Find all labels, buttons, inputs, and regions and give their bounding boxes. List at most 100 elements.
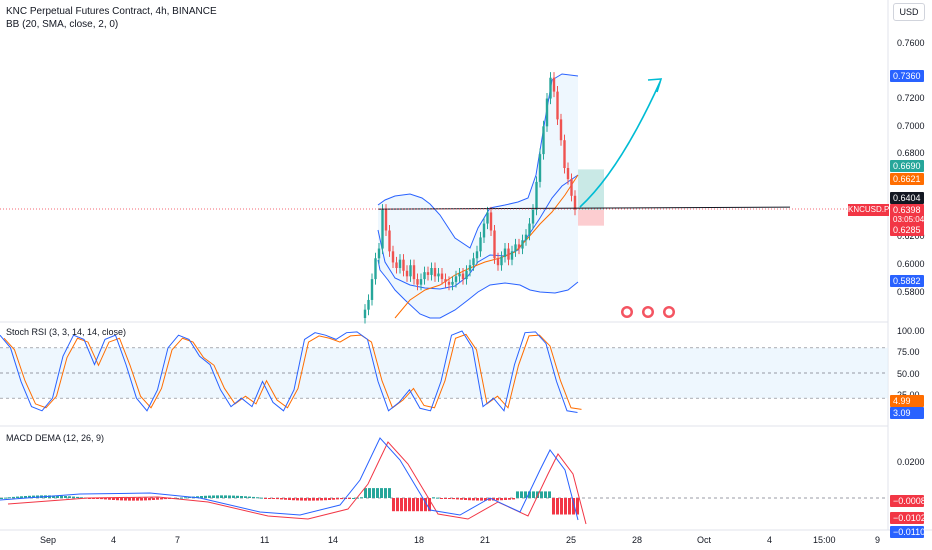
macd-histogram-bar (116, 498, 119, 501)
price-tag-bb-lower: 0.5882 (890, 275, 924, 287)
rsi-tick: 75.00 (897, 347, 920, 357)
macd-histogram-bar (520, 491, 523, 498)
candle-body (524, 234, 528, 241)
macd-histogram-bar (124, 498, 127, 501)
macd-histogram-bar (328, 498, 331, 500)
candle-body (465, 270, 468, 280)
candle-body (559, 119, 563, 141)
macd-histogram-bar (416, 498, 419, 512)
macd-histogram-bar (392, 498, 395, 512)
candle-body (570, 179, 573, 196)
candle-body (381, 209, 384, 249)
macd-histogram-bar (76, 496, 79, 498)
price-tag-stop: 0.6285 (890, 224, 924, 236)
macd-histogram-bar (484, 498, 487, 501)
macd-histogram-bar (20, 496, 23, 498)
price-tag-level: 0.6404 (890, 192, 924, 204)
candle-body (507, 248, 510, 260)
macd-histogram-bar (216, 495, 219, 498)
macd-histogram-bar (28, 495, 31, 498)
candle-body (563, 140, 566, 168)
macd-histogram-bar (228, 495, 231, 498)
macd-histogram-bar (496, 498, 499, 501)
macd-tick: 0.0200 (897, 457, 925, 467)
price-tag-target: 0.6690 (890, 160, 924, 172)
stoch-rsi-label[interactable]: Stoch RSI (3, 3, 14, 14, close) (6, 327, 127, 337)
candle-body (367, 299, 370, 310)
macd-histogram-bar (152, 498, 155, 500)
macd-histogram-bar (268, 498, 271, 499)
macd-histogram-bar (536, 491, 539, 498)
macd-histogram-bar (540, 491, 543, 498)
macd-histogram-bar (56, 495, 59, 498)
candle-body (395, 262, 398, 268)
candle-body (475, 251, 479, 259)
macd-histogram-bar (144, 498, 147, 501)
candle-body (398, 259, 402, 268)
candle-body (486, 212, 489, 224)
basis-line (394, 174, 579, 319)
candle-body (461, 273, 465, 280)
price-tick: 0.7600 (897, 38, 925, 48)
macd-histogram-bar (332, 498, 335, 500)
x-tick: 14 (328, 535, 339, 545)
horizontal-level-line (377, 206, 791, 210)
price-tick: 0.6200 (897, 231, 925, 241)
event-flag-inner (665, 308, 673, 316)
event-flag-inner (623, 308, 631, 316)
macd-histogram-bar (208, 495, 211, 498)
macd-histogram-bar (368, 488, 371, 498)
candle-body (440, 273, 444, 280)
price-tick: 0.6000 (897, 259, 925, 269)
macd-histogram-bar (380, 488, 383, 498)
candle-body (510, 251, 514, 260)
bb-indicator-label[interactable]: BB (20, SMA, close, 2, 0) (6, 19, 119, 30)
x-tick: 11 (260, 535, 270, 545)
macd-histogram-bar (476, 498, 479, 501)
projection-arrow (579, 81, 661, 208)
price-tag-bb-upper: 0.7360 (890, 70, 924, 82)
arrow-head (647, 78, 663, 93)
macd-histogram-bar (128, 498, 131, 501)
currency-button[interactable]: USD (893, 3, 925, 21)
bb-lower-line (377, 259, 579, 319)
macd-histogram-bar (92, 498, 95, 499)
macd-histogram-bar (12, 496, 15, 498)
candle-body (535, 181, 538, 210)
x-tick: Oct (697, 535, 712, 545)
macd-histogram-bar (148, 498, 151, 501)
macd-histogram-bar (516, 491, 519, 498)
price-tick: 0.5800 (897, 287, 925, 297)
macd-histogram-bar (324, 498, 327, 501)
macd-histogram-bar (8, 497, 11, 499)
candle-body (493, 230, 496, 259)
macd-histogram-bar (52, 495, 55, 498)
macd-histogram-bar (104, 498, 107, 500)
x-tick: 9 (875, 535, 881, 545)
macd-histogram-bar (248, 496, 251, 498)
candle-body (545, 98, 549, 127)
candle-body (514, 244, 517, 252)
x-tick: Sep (40, 535, 57, 545)
macd-histogram-bar (340, 498, 343, 500)
macd-line (0, 437, 579, 521)
macd-label[interactable]: MACD DEMA (12, 26, 9) (6, 433, 105, 443)
candle-body (423, 272, 426, 280)
macd-histogram-bar (488, 498, 491, 501)
candle-body (538, 154, 542, 182)
macd-histogram-bar (4, 497, 7, 499)
candle-body (426, 272, 430, 275)
macd-histogram-bar (432, 497, 435, 499)
macd-histogram-bar (260, 497, 263, 499)
macd-histogram-bar (288, 498, 291, 501)
macd-histogram-bar (160, 498, 163, 500)
macd-histogram-bar (404, 498, 407, 512)
macd-histogram-bar (296, 498, 299, 501)
macd-histogram-bar (132, 498, 135, 501)
chart-title: KNC Perpetual Futures Contract, 4h, BINA… (6, 6, 217, 17)
candle-body (503, 248, 507, 257)
candle-body (489, 212, 493, 231)
symbol-tag: KNCUSD.P (848, 204, 890, 216)
price-tag-last: 0.6398 (890, 204, 924, 216)
